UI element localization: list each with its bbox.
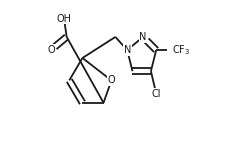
Text: CF$_3$: CF$_3$ bbox=[172, 43, 190, 57]
Text: N: N bbox=[123, 45, 131, 55]
Text: O: O bbox=[47, 45, 55, 55]
Text: OH: OH bbox=[57, 14, 72, 24]
Text: O: O bbox=[108, 75, 115, 85]
Text: Cl: Cl bbox=[152, 89, 161, 99]
Text: N: N bbox=[139, 32, 147, 42]
